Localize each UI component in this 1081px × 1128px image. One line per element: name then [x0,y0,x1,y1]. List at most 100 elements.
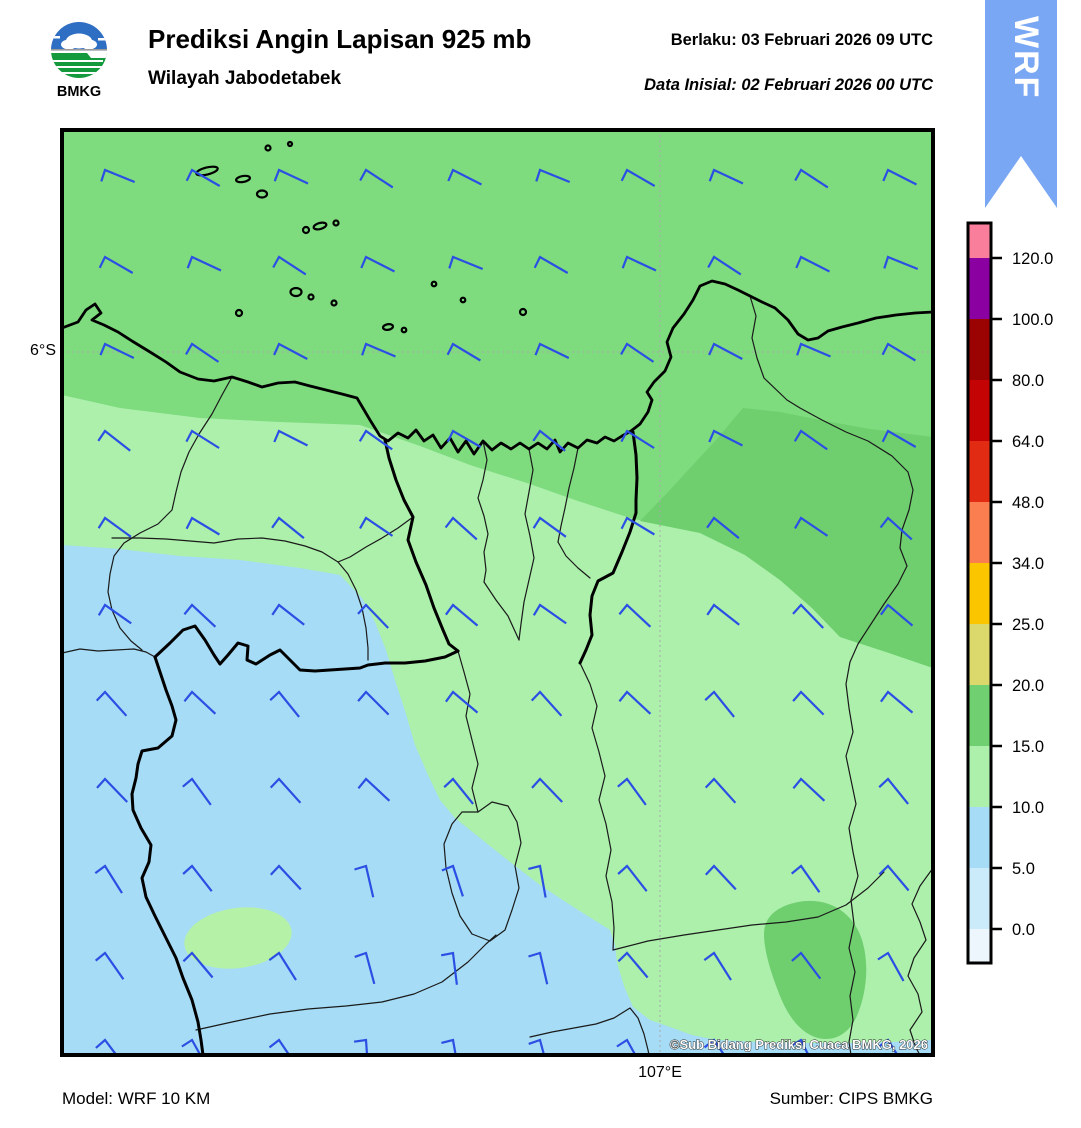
wind-barb-icon [791,951,822,980]
wind-barb-icon [790,1038,810,1055]
wind-barb-icon [353,1038,369,1055]
wind-barb-icon [183,603,217,628]
colorbar-ticks [991,256,1002,931]
page-subtitle: Wilayah Jabodetabek [148,68,342,89]
wind-barb-icon [186,255,222,272]
wind-barb-icon [357,690,390,716]
wind-barb-icon [532,516,567,538]
wind-barb-icon [354,951,376,985]
wind-barb-icon [99,342,135,359]
wind-barb-icon [708,168,744,185]
source-label: Sumber: CIPS BMKG [769,1089,933,1108]
wind-barb-icon [97,429,131,452]
wind-barb-icon [98,255,134,274]
wind-barb-icon [273,429,308,447]
wind-barb-icon [185,429,220,449]
colorbar-segment [968,746,991,807]
wind-barb-icon [268,951,297,981]
wind-barb-icon [100,168,136,184]
colorbar-segment [968,685,991,746]
wind-barb-icon [703,951,732,981]
wind-barb-icon [620,168,656,187]
wind-barb-icon [704,777,737,804]
colorbar-tick-value: 120.0 [1012,250,1053,268]
wind-barb-icon [361,342,396,358]
wind-barb-icon [535,168,571,184]
wind-barb-icon [534,342,570,359]
wind-barb-icon [704,690,735,718]
wind-barb-icon [877,951,905,982]
wind-barb-icon [881,429,917,448]
contour-patch-pale-green [184,907,292,969]
wind-barb-icon [269,777,302,804]
wind-barb-icon [182,777,212,806]
wind-barb-icon [97,516,132,538]
bmkg-logo-label: BMKG [57,84,101,100]
wind-barb-icon [707,255,742,276]
wind-barb-icon [448,255,484,271]
wind-barb-icon [269,690,300,718]
wind-barb-icon [620,429,655,449]
wind-barb-icon [358,429,393,451]
wind-barb-icon [882,168,917,186]
wind-barb-icon [181,1038,202,1055]
page-title: Prediksi Angin Lapisan 925 mb [148,24,532,54]
colorbar-segment [968,563,991,624]
wind-barb-icon [185,342,220,363]
colorbar-segment [968,502,991,563]
latitude-tick-label: 6°S [30,342,56,359]
wind-barb-icon [532,429,566,452]
colorbar-segments [968,223,991,963]
wrf-ribbon: WRF [985,0,1057,208]
wind-barb-icon [704,864,737,891]
longitude-tick-label: 107°E [638,1064,682,1081]
wind-barb-icon [879,516,913,541]
wind-barb-icon [620,516,655,536]
wind-barb-icon [95,951,125,980]
bmkg-emblem-icon [51,22,107,78]
ribbon-banner-icon [985,0,1057,208]
colorbar-tick-value: 5.0 [1012,860,1035,878]
province-boundaries [130,430,639,1055]
wind-barb-icon [443,777,474,805]
wind-barb-icon [359,516,394,537]
ribbon-label: WRF [1007,16,1045,99]
wind-barb-icon [794,516,829,537]
wind-barb-icon [530,690,563,717]
wind-barb-icon [96,777,128,803]
colorbar-segment [968,807,991,868]
wind-barb-icon [357,603,389,629]
wind-map: ©Sub Bidang Prediksi Cuaca BMKG, 2026 [60,128,935,1057]
wind-barb-icon [616,1038,637,1055]
colorbar-tick-labels: 120.0 100.0 80.0 64.0 48.0 34.0 25.0 20.0 15.0 10… [1012,250,1053,939]
wind-barb-icon [528,951,549,985]
wind-barb-icon [795,255,830,273]
model-label: Model: WRF 10 KM [62,1089,211,1108]
colorbar-frame [966,221,993,965]
wind-barb-icon [441,864,464,897]
wind-barb-icon [94,864,123,894]
coastline [62,279,933,456]
wind-barb-icon [273,168,309,185]
wind-barb-icon [796,342,831,358]
wind-barb-icon [792,603,824,629]
colorbar-tick-value: 64.0 [1012,433,1044,451]
wind-barb-icon [617,864,648,892]
wind-barb-icon [359,168,394,189]
contour-region-dark-green-band [640,408,933,668]
wind-barb-icon [272,255,307,276]
wind-barb-icon [271,516,305,539]
wind-barb-icon [708,342,743,360]
initial-data-label: Data Inisial: 02 Februari 2026 00 UTC [644,76,933,94]
wind-barb-icon [792,690,825,716]
wind-barb-icon [880,690,914,714]
wind-barb-icon [445,690,479,714]
forecast-dates: Berlaku: 03 Februari 2026 09 UTC Data In… [644,31,933,95]
wind-barb-icon [446,342,481,362]
wind-barb-icon [880,603,914,627]
wind-barb-icon [618,690,652,715]
wind-barb-icon [357,777,391,802]
copyright-text: ©Sub Bidang Prediksi Cuaca BMKG, 2026 [670,1037,928,1052]
colorbar-segment [968,624,991,685]
